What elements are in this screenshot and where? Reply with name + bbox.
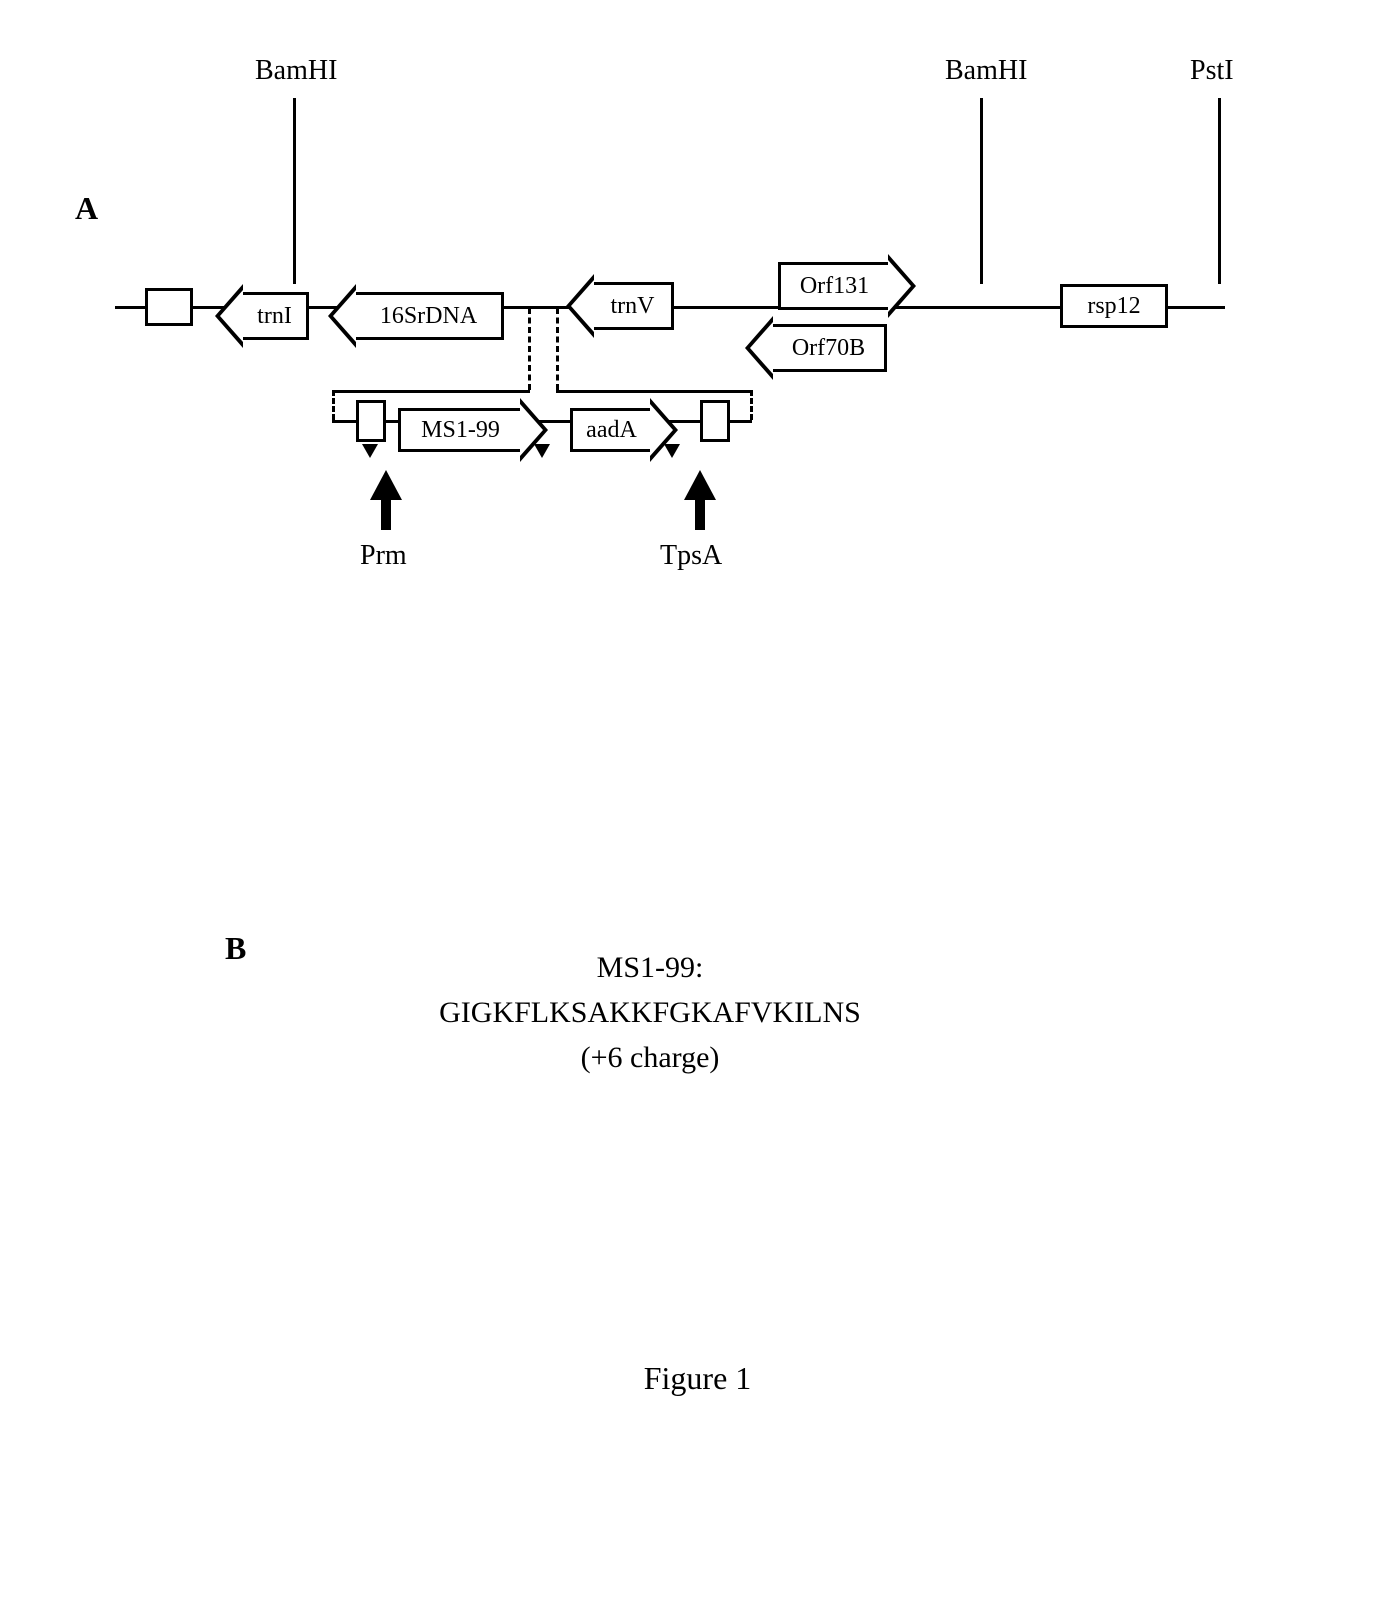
site-psti: PstI (1190, 55, 1234, 87)
panel-a-label: A (75, 190, 98, 227)
seq-charge: (+6 charge) (370, 1035, 930, 1080)
gene-orf131: Orf131 (778, 254, 916, 318)
small-down-3 (664, 444, 680, 458)
site-bamhi-2: BamHI (945, 55, 1027, 87)
gene-ms199: MS1-99 (398, 398, 548, 462)
tpsa-label: TpsA (660, 540, 722, 572)
small-down-2 (534, 444, 550, 458)
cassette-right-box (700, 400, 730, 442)
sequence-block: MS1-99: GIGKFLKSAKKFGKAFVKILNS (+6 charg… (370, 945, 930, 1080)
leading-box (145, 288, 193, 326)
site-line-2 (980, 98, 983, 284)
figure-label: Figure 1 (0, 1360, 1395, 1397)
seq-title: MS1-99: (370, 945, 930, 990)
cassette-left-box (356, 400, 386, 442)
insert-hbar-left (332, 390, 530, 393)
tpsa-arrow (684, 470, 716, 530)
panel-b-label: B (225, 930, 246, 967)
small-down-1 (362, 444, 378, 458)
insert-hbar-right (556, 390, 752, 393)
seq-text: GIGKFLKSAKKFGKAFVKILNS (370, 990, 930, 1035)
site-line-3 (1218, 98, 1221, 284)
gene-rsp12: rsp12 (1060, 284, 1168, 328)
gene-aada: aadA (570, 398, 678, 462)
gene-orf70b: Orf70B (745, 316, 887, 380)
gene-trnI: trnI (215, 284, 309, 348)
gene-16srdna: 16SrDNA (328, 284, 504, 348)
site-bamhi-1: BamHI (255, 55, 337, 87)
insert-dash-left (528, 308, 531, 390)
site-line-1 (293, 98, 296, 284)
insert-slant-left (332, 390, 335, 420)
insert-slant-right (750, 390, 753, 420)
insert-dash-right (556, 308, 559, 390)
gene-trnV: trnV (566, 274, 674, 338)
prm-arrow (370, 470, 402, 530)
prm-label: Prm (360, 540, 407, 572)
